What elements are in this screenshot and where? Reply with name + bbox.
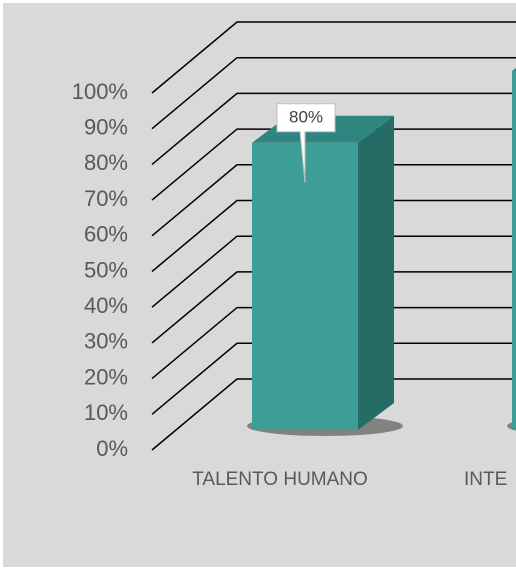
y-tick-label: 20% (84, 364, 128, 389)
y-tick-label: 80% (84, 150, 128, 175)
grid-line (151, 235, 516, 308)
y-tick-label: 100% (72, 79, 128, 104)
grid-line (151, 306, 516, 380)
bar-top (512, 68, 516, 71)
y-tick-label: 70% (84, 186, 128, 211)
y-tick-label: 60% (84, 222, 128, 247)
bar-side (358, 115, 394, 431)
bar (252, 142, 358, 431)
grid-line (151, 128, 516, 201)
grid-line (151, 56, 516, 130)
grid-line (151, 271, 516, 344)
bar (512, 71, 516, 430)
y-tick-label: 50% (84, 257, 128, 282)
y-tick-label: 40% (84, 293, 128, 318)
data-label-callout (276, 103, 336, 183)
y-tick-label: 90% (84, 115, 128, 140)
data-label: 80% (289, 107, 323, 126)
y-tick-label: 10% (84, 400, 128, 425)
grid-line (151, 199, 516, 273)
grid-line (151, 21, 516, 94)
grid-line (151, 92, 516, 165)
grid-line (151, 378, 516, 451)
y-tick-label: 30% (84, 329, 128, 354)
y-tick-label: 0% (96, 436, 128, 461)
x-tick-label: INTE (464, 469, 507, 490)
grid-line (151, 342, 516, 415)
grid-line (151, 164, 516, 237)
x-tick-label: TALENTO HUMANO (192, 469, 368, 490)
